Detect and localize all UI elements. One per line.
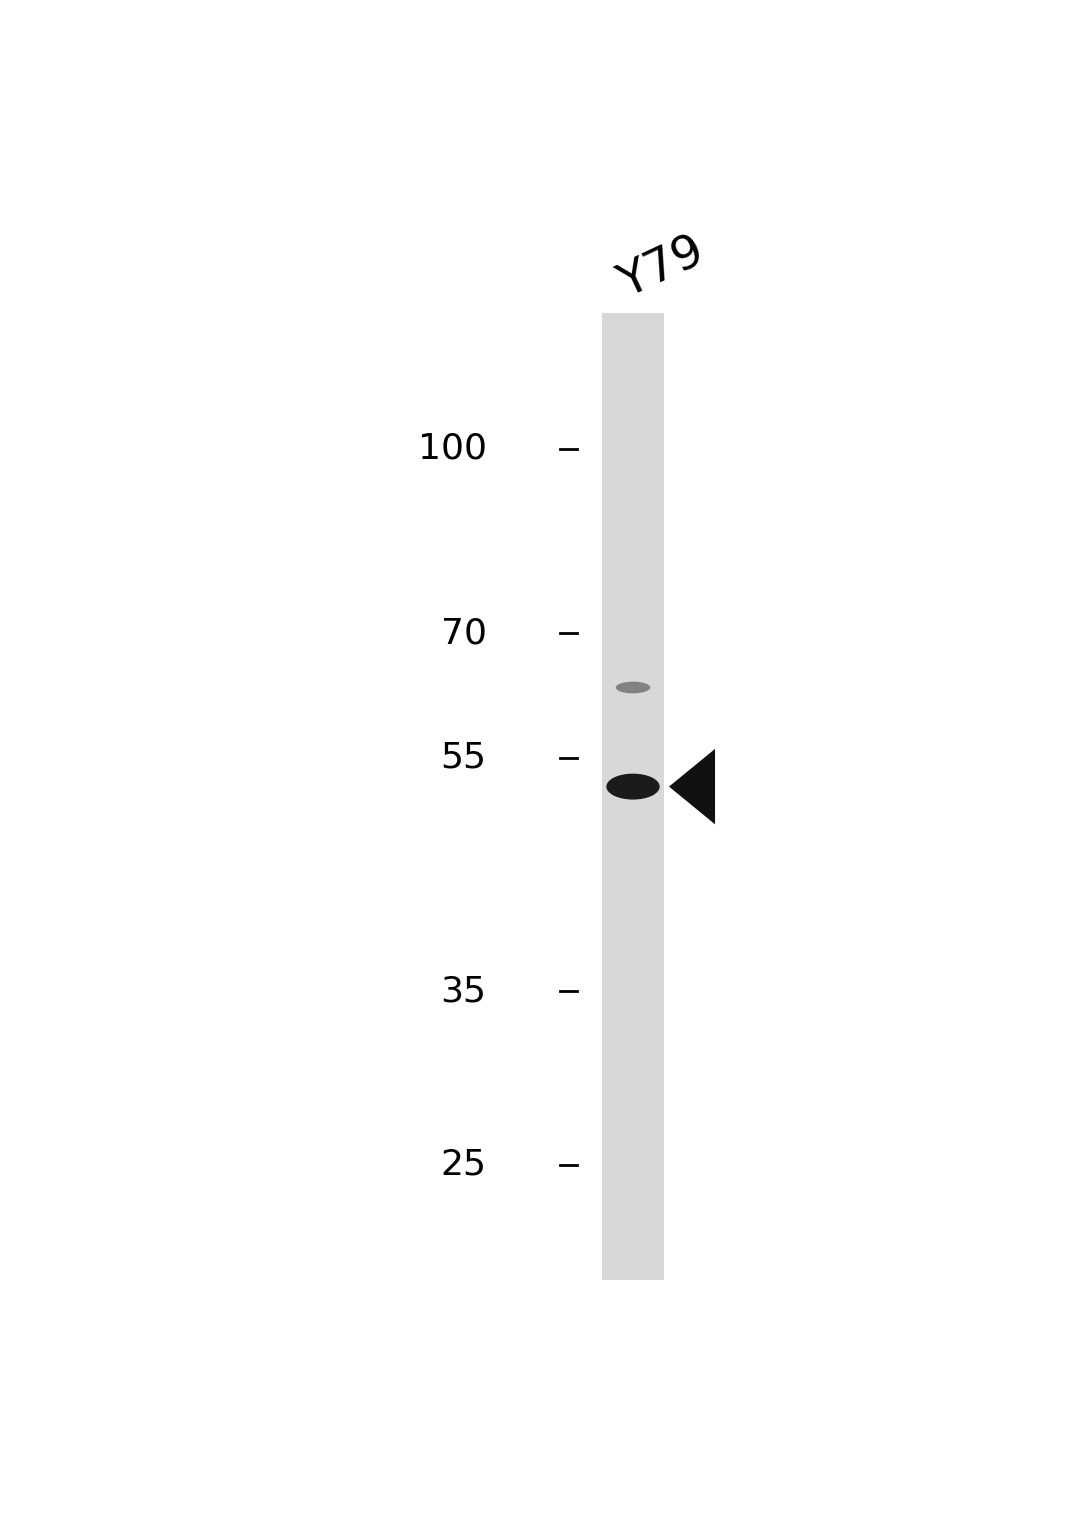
Polygon shape	[669, 749, 715, 824]
Text: Y79: Y79	[612, 230, 712, 308]
Ellipse shape	[616, 681, 650, 694]
Ellipse shape	[606, 773, 660, 799]
Text: 70: 70	[441, 615, 486, 651]
Text: 35: 35	[441, 974, 486, 1007]
Text: 100: 100	[418, 432, 486, 465]
Text: 25: 25	[441, 1148, 486, 1182]
Text: 55: 55	[441, 741, 486, 775]
Bar	[602, 314, 664, 1280]
